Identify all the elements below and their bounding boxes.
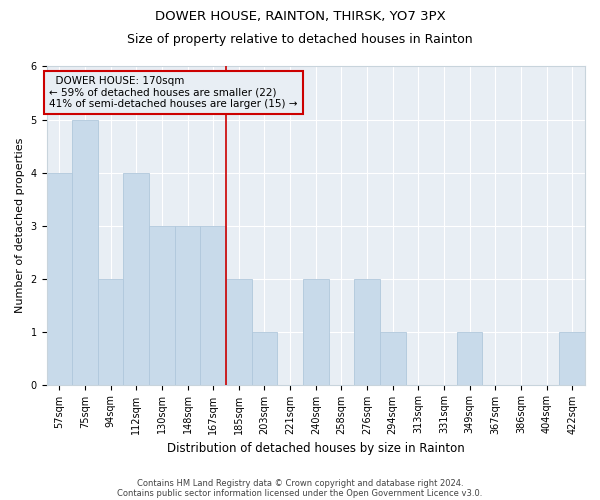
Text: Contains HM Land Registry data © Crown copyright and database right 2024.: Contains HM Land Registry data © Crown c… [137, 478, 463, 488]
Bar [380, 332, 406, 384]
Bar [303, 278, 329, 384]
X-axis label: Distribution of detached houses by size in Rainton: Distribution of detached houses by size … [167, 442, 464, 455]
Text: DOWER HOUSE, RAINTON, THIRSK, YO7 3PX: DOWER HOUSE, RAINTON, THIRSK, YO7 3PX [155, 10, 445, 23]
Y-axis label: Number of detached properties: Number of detached properties [15, 138, 25, 313]
Bar [226, 278, 251, 384]
Bar [124, 172, 149, 384]
Text: Contains public sector information licensed under the Open Government Licence v3: Contains public sector information licen… [118, 488, 482, 498]
Bar [175, 226, 200, 384]
Bar [72, 120, 98, 384]
Bar [98, 278, 124, 384]
Bar [47, 172, 72, 384]
Bar [354, 278, 380, 384]
Bar [251, 332, 277, 384]
Bar [559, 332, 585, 384]
Bar [149, 226, 175, 384]
Bar [200, 226, 226, 384]
Text: Size of property relative to detached houses in Rainton: Size of property relative to detached ho… [127, 32, 473, 46]
Bar [457, 332, 482, 384]
Text: DOWER HOUSE: 170sqm
← 59% of detached houses are smaller (22)
41% of semi-detach: DOWER HOUSE: 170sqm ← 59% of detached ho… [49, 76, 298, 109]
